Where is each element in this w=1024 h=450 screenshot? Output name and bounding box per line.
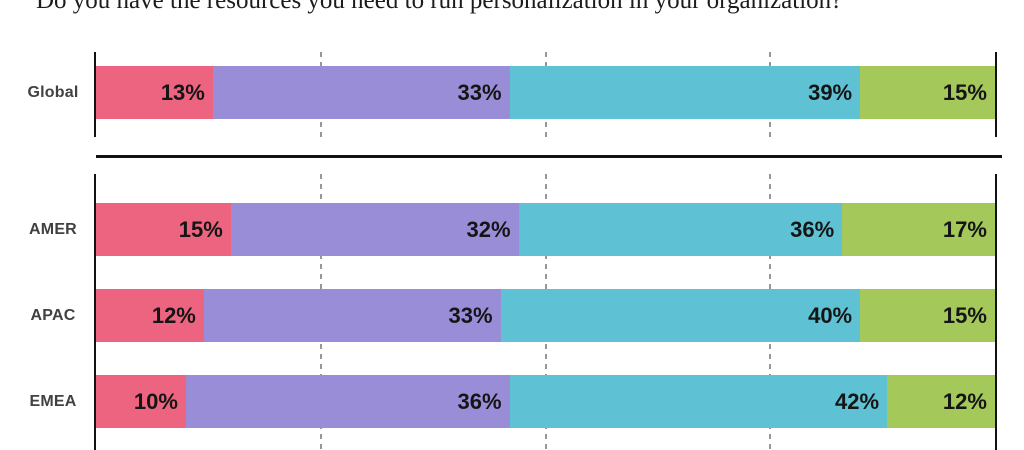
segment-value-label: 42% — [835, 388, 880, 414]
pink-segment: 12% — [96, 289, 204, 342]
category-label-emea: EMEA — [29, 392, 77, 410]
purple-segment: 32% — [230, 203, 519, 256]
segment-value-label: 15% — [942, 79, 987, 105]
purple-segment: 36% — [185, 375, 510, 428]
right-boundary-line — [995, 174, 997, 450]
bar-row-apac: 12% 33% 40% 15% — [96, 289, 995, 342]
pink-segment: 10% — [96, 375, 186, 428]
teal-segment: 39% — [509, 66, 861, 119]
green-segment: 15% — [860, 66, 995, 119]
segment-value-label: 36% — [790, 216, 835, 242]
bar-row-amer: 15% 32% 36% 17% — [96, 203, 995, 256]
right-boundary-line — [995, 52, 997, 137]
green-segment: 15% — [860, 289, 995, 342]
category-label-amer: AMER — [29, 220, 77, 238]
bar-row-emea: 10% 36% 42% 12% — [96, 375, 995, 428]
pink-segment: 13% — [96, 66, 213, 119]
teal-segment: 36% — [518, 203, 843, 256]
teal-segment: 42% — [509, 375, 888, 428]
green-segment: 12% — [887, 375, 995, 428]
segment-value-label: 15% — [942, 302, 987, 328]
segment-value-label: 17% — [942, 216, 987, 242]
purple-segment: 33% — [203, 289, 501, 342]
group-separator — [96, 155, 1002, 158]
teal-segment: 40% — [500, 289, 861, 342]
purple-segment: 33% — [212, 66, 510, 119]
category-label-global: Global — [27, 83, 79, 101]
segment-value-label: 32% — [466, 216, 511, 242]
segment-value-label: 40% — [808, 302, 853, 328]
segment-value-label: 12% — [942, 388, 987, 414]
segment-value-label: 33% — [457, 79, 502, 105]
pink-segment: 15% — [96, 203, 231, 256]
segment-value-label: 13% — [160, 79, 205, 105]
green-segment: 17% — [842, 203, 995, 256]
y-axis-line — [94, 52, 96, 137]
segment-value-label: 36% — [457, 388, 502, 414]
segment-value-label: 12% — [151, 302, 196, 328]
bar-row-global: 13% 33% 39% 15% — [96, 66, 995, 119]
segment-value-label: 39% — [808, 79, 853, 105]
segment-value-label: 33% — [448, 302, 493, 328]
category-label-apac: APAC — [30, 306, 76, 324]
y-axis-line — [94, 174, 96, 450]
chart-title: Do you have the resources you need to ru… — [36, 0, 843, 14]
segment-value-label: 10% — [133, 388, 178, 414]
segment-value-label: 15% — [178, 216, 223, 242]
